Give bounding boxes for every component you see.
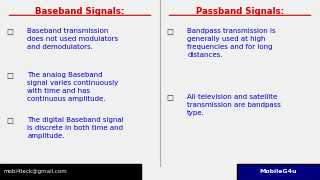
Text: ☐: ☐ [166, 28, 173, 37]
Text: ☐: ☐ [6, 72, 13, 81]
Text: ☐: ☐ [6, 117, 13, 126]
FancyBboxPatch shape [237, 164, 320, 180]
Text: Baseband Signals:: Baseband Signals: [35, 7, 125, 16]
Text: MobileG4u: MobileG4u [260, 169, 297, 174]
FancyBboxPatch shape [0, 164, 141, 180]
Text: ☐: ☐ [6, 28, 13, 37]
Text: Passband Signals:: Passband Signals: [196, 7, 284, 16]
Text: All television and satellite
transmission are bandpass
type.: All television and satellite transmissio… [187, 94, 281, 116]
Text: mobi4teck@gmail.com: mobi4teck@gmail.com [3, 169, 67, 174]
Text: Baseband transmission
does not used modulators
and demodulators.: Baseband transmission does not used modu… [27, 28, 118, 50]
Text: ☐: ☐ [166, 94, 173, 103]
Text: Bandpass transmission is
generally used at high
frequencies and for long
distanc: Bandpass transmission is generally used … [187, 28, 276, 58]
Text: The digital Baseband signal
is discrete in both time and
amplitude.: The digital Baseband signal is discrete … [27, 117, 124, 139]
Text: The analog Baseband
signal varies continuously
with time and has
continuous ampl: The analog Baseband signal varies contin… [27, 72, 118, 102]
